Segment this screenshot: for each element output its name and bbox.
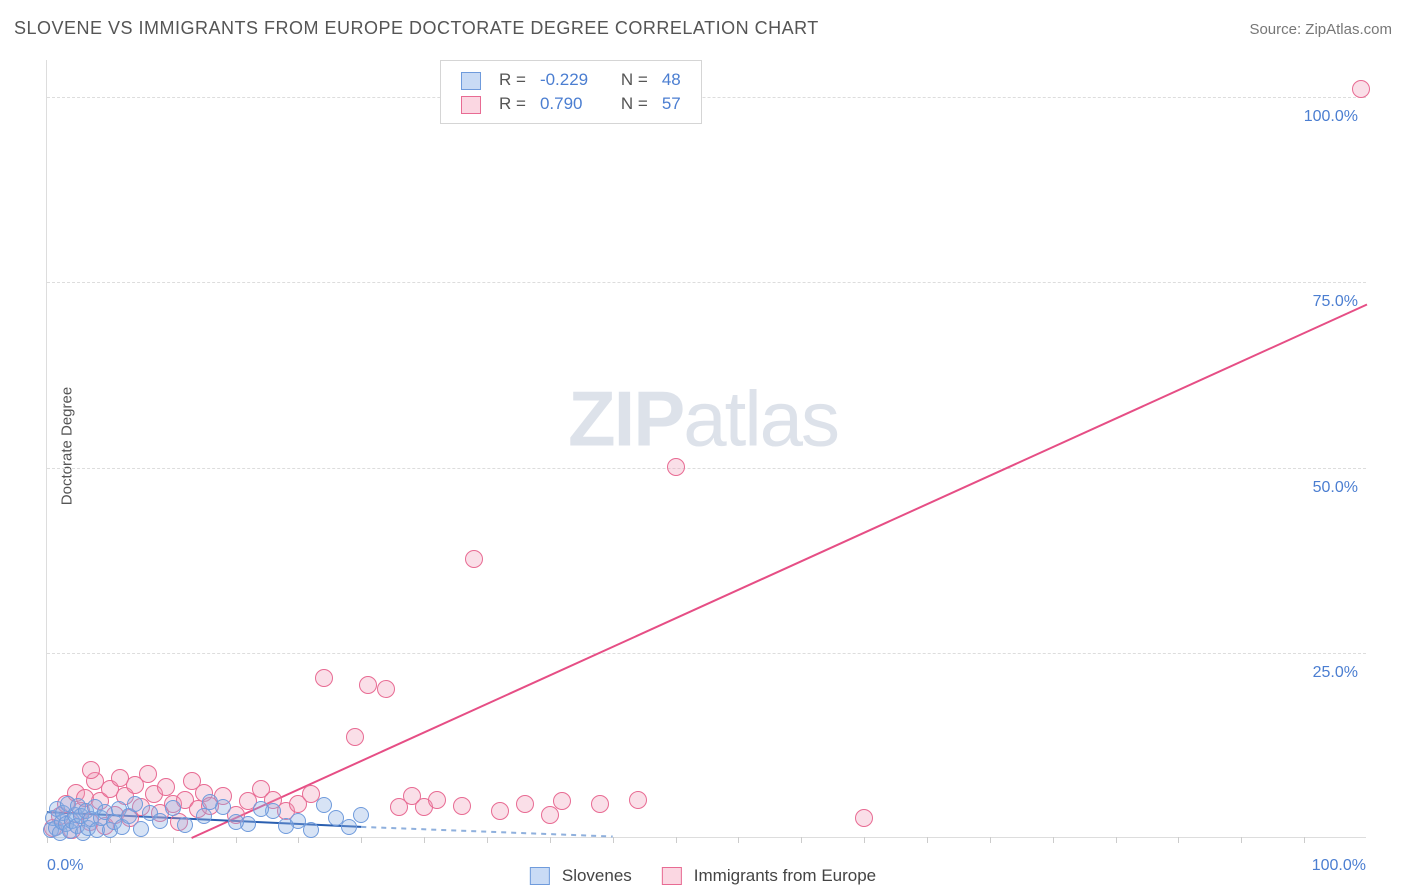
point-immigrants (855, 809, 873, 827)
point-immigrants (453, 797, 471, 815)
point-immigrants (629, 791, 647, 809)
point-immigrants (591, 795, 609, 813)
point-slovenes (353, 807, 369, 823)
point-immigrants (346, 728, 364, 746)
point-slovenes (278, 818, 294, 834)
r-label: R = (493, 69, 532, 91)
point-immigrants (1352, 80, 1370, 98)
swatch-immigrants (461, 96, 481, 114)
swatch-slovenes-bottom (530, 867, 550, 885)
n-label: N = (615, 93, 654, 115)
point-slovenes (253, 801, 269, 817)
point-slovenes (303, 822, 319, 838)
point-slovenes (202, 794, 218, 810)
point-slovenes (152, 813, 168, 829)
point-immigrants (359, 676, 377, 694)
trend-line (361, 827, 612, 837)
n-value-immigrants: 57 (656, 93, 687, 115)
point-immigrants (377, 680, 395, 698)
r-value-immigrants: 0.790 (534, 93, 594, 115)
legend-row-slovenes: R = -0.229 N = 48 (455, 69, 687, 91)
swatch-immigrants-bottom (662, 867, 682, 885)
point-immigrants (553, 792, 571, 810)
legend-item-immigrants: Immigrants from Europe (662, 866, 876, 886)
point-slovenes (328, 810, 344, 826)
r-value-slovenes: -0.229 (534, 69, 594, 91)
point-immigrants (82, 761, 100, 779)
point-slovenes (165, 800, 181, 816)
r-label: R = (493, 93, 532, 115)
point-immigrants (667, 458, 685, 476)
legend-label-immigrants: Immigrants from Europe (694, 866, 876, 886)
x-tick-label-max: 100.0% (1312, 857, 1366, 875)
swatch-slovenes (461, 72, 481, 90)
x-tick-label-min: 0.0% (47, 857, 83, 875)
point-immigrants (516, 795, 534, 813)
point-immigrants (139, 765, 157, 783)
point-slovenes (127, 796, 143, 812)
point-slovenes (228, 814, 244, 830)
point-immigrants (315, 669, 333, 687)
point-immigrants (157, 778, 175, 796)
chart-title: SLOVENE VS IMMIGRANTS FROM EUROPE DOCTOR… (14, 18, 819, 39)
point-slovenes (133, 821, 149, 837)
legend-row-immigrants: R = 0.790 N = 57 (455, 93, 687, 115)
point-immigrants (428, 791, 446, 809)
point-immigrants (491, 802, 509, 820)
n-value-slovenes: 48 (656, 69, 687, 91)
point-immigrants (465, 550, 483, 568)
source-label: Source: ZipAtlas.com (1249, 21, 1392, 38)
trend-layer (47, 60, 1367, 838)
series-legend: Slovenes Immigrants from Europe (530, 866, 876, 886)
n-label: N = (615, 69, 654, 91)
plot-area: 25.0%50.0%75.0%100.0%0.0%100.0% (46, 60, 1366, 838)
point-slovenes (177, 817, 193, 833)
point-slovenes (316, 797, 332, 813)
correlation-legend: R = -0.229 N = 48 R = 0.790 N = 57 (440, 60, 702, 124)
legend-item-slovenes: Slovenes (530, 866, 632, 886)
legend-label-slovenes: Slovenes (562, 866, 632, 886)
trend-line (192, 305, 1367, 838)
